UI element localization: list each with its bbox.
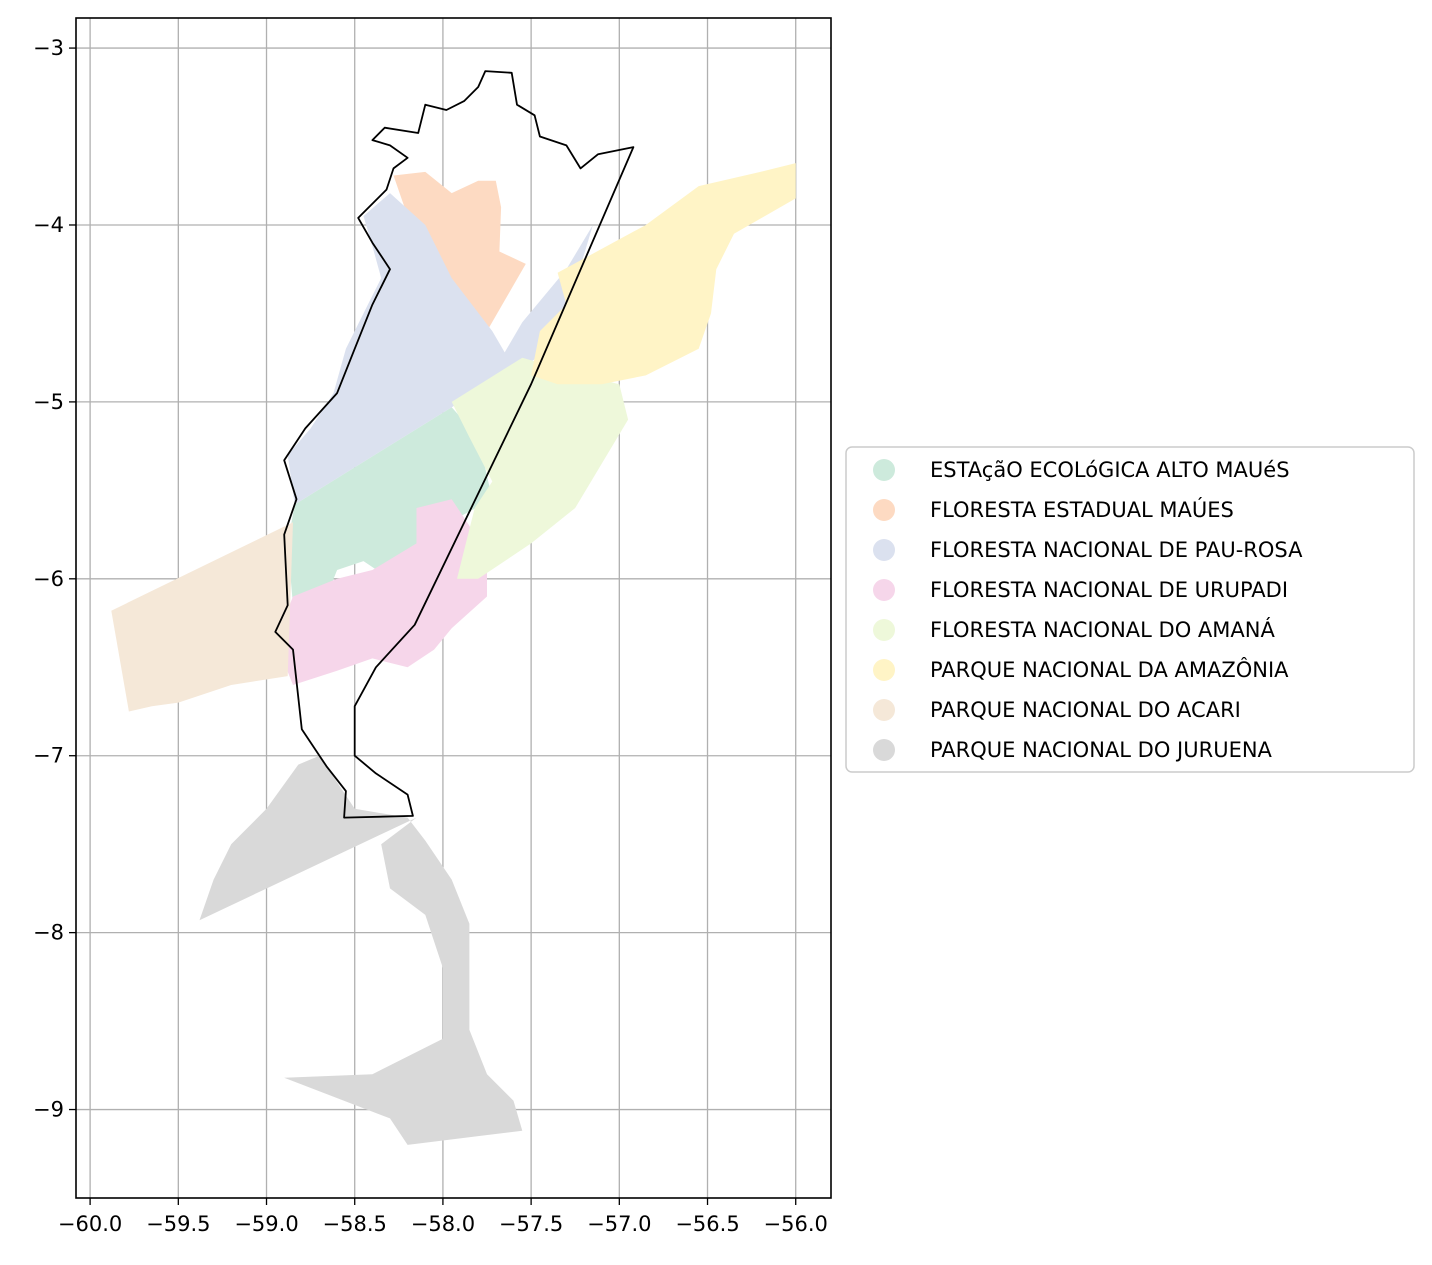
legend-marker xyxy=(873,499,895,521)
area-parque-nacional-do-juruena xyxy=(199,755,523,1145)
y-tick-label: −8 xyxy=(33,921,64,945)
legend-label: FLORESTA NACIONAL DO AMANÁ xyxy=(930,617,1275,642)
legend-label: PARQUE NACIONAL DA AMAZÔNIA xyxy=(930,657,1289,682)
legend-marker xyxy=(873,539,895,561)
y-tick-label: −7 xyxy=(33,744,64,768)
y-tick-label: −6 xyxy=(33,567,64,591)
legend-label: PARQUE NACIONAL DO ACARI xyxy=(930,698,1241,722)
legend-label: ESTAçãO ECOLóGICA ALTO MAUéS xyxy=(930,458,1290,482)
area-floresta-nacional-de-pau-rosa xyxy=(287,193,593,505)
legend-marker xyxy=(873,739,895,761)
y-tick-label: −4 xyxy=(33,213,64,237)
legend-label: PARQUE NACIONAL DO JURUENA xyxy=(930,738,1273,762)
area-floresta-estadual-maues xyxy=(393,171,526,332)
legend: ESTAçãO ECOLóGICA ALTO MAUéS FLORESTA EST… xyxy=(845,446,1415,773)
legend-marker xyxy=(873,659,895,681)
axis-ticks-layer: −60.0 −59.5 −59.0 −58.5 −58.0 −57.5 −57.0 −56.5… xyxy=(33,36,828,1236)
x-tick-label: −57.5 xyxy=(499,1212,563,1236)
legend-label: FLORESTA NACIONAL DE URUPADI xyxy=(930,578,1288,602)
x-tick-label: −58.5 xyxy=(323,1212,387,1236)
legend-label: FLORESTA ESTADUAL MAÚES xyxy=(930,497,1234,522)
x-tick-label: −57.0 xyxy=(587,1212,651,1236)
area-estacao-ecologica-alto-maues xyxy=(287,407,493,615)
area-floresta-nacional-de-urupadi xyxy=(275,499,487,685)
municipality-boundary-layer xyxy=(274,70,635,819)
x-tick-label: −59.0 xyxy=(234,1212,298,1236)
area-floresta-nacional-do-amana xyxy=(451,357,629,579)
municipality-boundary xyxy=(274,70,635,819)
y-tick-label: −3 xyxy=(33,36,64,60)
y-tick-label: −9 xyxy=(33,1098,64,1122)
plot-frame xyxy=(75,17,832,1199)
legend-marker xyxy=(873,619,895,641)
y-tick-label: −5 xyxy=(33,390,64,414)
legend-label: FLORESTA NACIONAL DE PAU-ROSA xyxy=(930,538,1303,562)
protected-areas-layer xyxy=(111,163,796,1145)
area-parque-nacional-da-amazonia xyxy=(531,163,796,385)
x-tick-label: −58.0 xyxy=(411,1212,475,1236)
x-tick-label: −60.0 xyxy=(58,1212,122,1236)
legend-frame xyxy=(845,446,1415,773)
legend-marker xyxy=(873,459,895,481)
x-tick-label: −56.0 xyxy=(764,1212,828,1236)
area-parque-nacional-do-acari xyxy=(111,522,293,712)
x-tick-label: −59.5 xyxy=(146,1212,210,1236)
legend-marker xyxy=(873,579,895,601)
legend-marker xyxy=(873,699,895,721)
x-tick-label: −56.5 xyxy=(675,1212,739,1236)
